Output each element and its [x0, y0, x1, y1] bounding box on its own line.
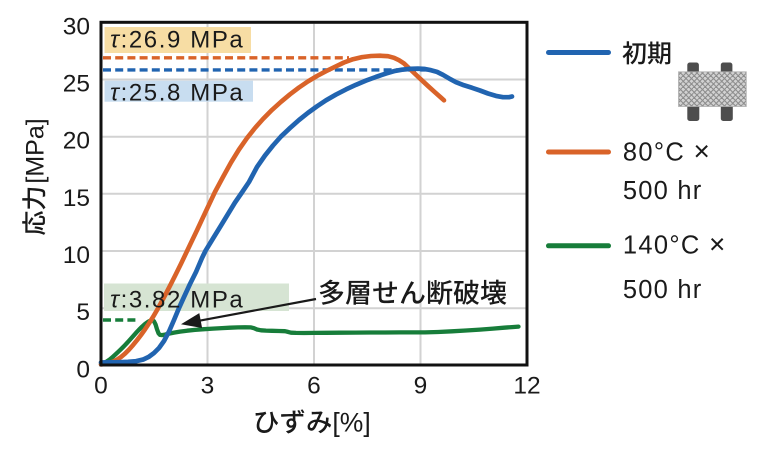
svg-text:τ:3.82 MPa: τ:3.82 MPa [110, 287, 244, 314]
svg-text:5: 5 [76, 299, 90, 326]
svg-text:12: 12 [513, 373, 540, 400]
svg-text:0: 0 [76, 356, 90, 383]
svg-text:500 hr: 500 hr [623, 276, 703, 304]
svg-text:500 hr: 500 hr [623, 177, 703, 205]
svg-text:τ:25.8 MPa: τ:25.8 MPa [110, 80, 244, 107]
svg-text:80°C ×: 80°C × [623, 136, 711, 167]
svg-text:0: 0 [94, 373, 108, 400]
svg-text:9: 9 [414, 373, 428, 400]
svg-text:20: 20 [63, 128, 90, 155]
svg-text:τ:26.9 MPa: τ:26.9 MPa [110, 27, 244, 54]
svg-text:[MPa]: [MPa] [21, 118, 49, 183]
svg-text:[%]: [%] [332, 408, 370, 438]
svg-text:25: 25 [63, 70, 90, 97]
svg-text:10: 10 [63, 242, 90, 269]
svg-text:6: 6 [307, 373, 321, 400]
svg-text:30: 30 [63, 13, 90, 40]
svg-text:3: 3 [201, 373, 215, 400]
svg-text:140°C ×: 140°C × [623, 229, 727, 260]
svg-text:15: 15 [63, 185, 90, 212]
